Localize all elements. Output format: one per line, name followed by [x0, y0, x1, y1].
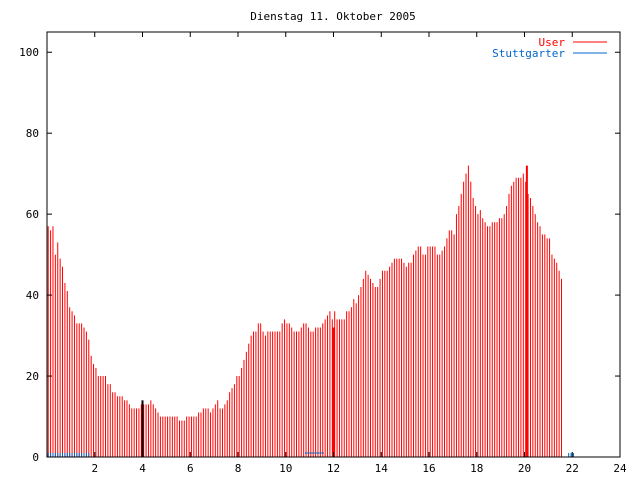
y-tick-labels: 0 20 40 60 80 100	[19, 46, 39, 464]
y-tick-label-3: 60	[26, 208, 39, 221]
legend-entry-user: User	[539, 36, 566, 49]
x-tick-label-2: 6	[187, 462, 194, 475]
x-tick-label-4: 10	[279, 462, 292, 475]
x-tick-labels: 2 4 6 8 10 12 14 16 18 20 22 24	[91, 462, 627, 475]
axis-layer	[46, 31, 621, 458]
x-tick-label-8: 18	[470, 462, 483, 475]
x-tick-label-10: 22	[566, 462, 579, 475]
y-tick-label-4: 80	[26, 127, 39, 140]
x-tick-label-11: 24	[613, 462, 627, 475]
x-tick-label-0: 2	[91, 462, 98, 475]
y-tick-label-0: 0	[32, 451, 39, 464]
x-tick-label-7: 16	[422, 462, 435, 475]
y-tick-label-5: 100	[19, 46, 39, 59]
legend-entry-stuttgarter: Stuttgarter	[492, 47, 565, 60]
legend: User Stuttgarter	[492, 36, 607, 60]
x-tick-label-9: 20	[518, 462, 531, 475]
y-tick-label-1: 20	[26, 370, 39, 383]
y-tick-label-2: 40	[26, 289, 39, 302]
chart-title: Dienstag 11. Oktober 2005	[250, 10, 416, 23]
x-tick-label-1: 4	[139, 462, 146, 475]
x-tick-label-5: 12	[327, 462, 340, 475]
x-tick-label-6: 14	[375, 462, 389, 475]
bars-layer	[47, 165, 574, 457]
x-tick-label-3: 8	[235, 462, 242, 475]
